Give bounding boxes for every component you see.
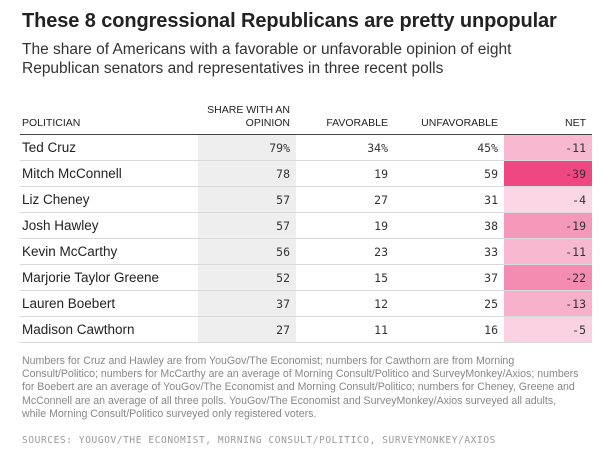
unfavorable-cell: 37 bbox=[394, 264, 504, 291]
politician-name-cell: Liz Cheney bbox=[20, 186, 198, 213]
favorability-table: POLITICIAN SHARE WITH AN OPINION FAVORAB… bbox=[20, 100, 592, 343]
unfavorable-cell: 33 bbox=[394, 238, 504, 265]
footnote: Numbers for Cruz and Hawley are from You… bbox=[22, 355, 579, 420]
net-cell: -11 bbox=[504, 134, 592, 161]
chart-title: These 8 congressional Republicans are pr… bbox=[22, 10, 557, 32]
table-row: Liz Cheney 57 27 31 -4 bbox=[20, 186, 592, 213]
favorable-cell: 19 bbox=[296, 212, 394, 239]
net-cell: -19 bbox=[504, 212, 592, 239]
net-cell: -4 bbox=[504, 186, 592, 213]
col-header-share: SHARE WITH AN OPINION bbox=[198, 100, 296, 135]
col-header-favorable: FAVORABLE bbox=[296, 100, 394, 135]
unfavorable-cell: 59 bbox=[394, 160, 504, 187]
net-cell: -39 bbox=[504, 160, 592, 187]
favorable-cell: 23 bbox=[296, 238, 394, 265]
share-with-opinion-cell: 52 bbox=[198, 264, 296, 291]
unfavorable-cell: 45% bbox=[394, 134, 504, 161]
share-with-opinion-cell: 79% bbox=[198, 134, 296, 161]
politician-name-cell: Lauren Boebert bbox=[20, 290, 198, 317]
politician-name-cell: Ted Cruz bbox=[20, 134, 198, 161]
share-with-opinion-cell: 56 bbox=[198, 238, 296, 265]
sources-line: SOURCES: YOUGOV/THE ECONOMIST, MORNING C… bbox=[22, 435, 496, 446]
share-with-opinion-cell: 27 bbox=[198, 316, 296, 343]
table-header-row: POLITICIAN SHARE WITH AN OPINION FAVORAB… bbox=[20, 100, 592, 135]
col-header-net: NET bbox=[504, 100, 592, 135]
politician-name-cell: Madison Cawthorn bbox=[20, 316, 198, 343]
politician-name-cell: Marjorie Taylor Greene bbox=[20, 264, 198, 291]
share-with-opinion-cell: 37 bbox=[198, 290, 296, 317]
table-row: Kevin McCarthy 56 23 33 -11 bbox=[20, 238, 592, 265]
favorable-cell: 12 bbox=[296, 290, 394, 317]
favorable-cell: 15 bbox=[296, 264, 394, 291]
col-header-unfavorable: UNFAVORABLE bbox=[394, 100, 504, 135]
table-row: Josh Hawley 57 19 38 -19 bbox=[20, 212, 592, 239]
unfavorable-cell: 31 bbox=[394, 186, 504, 213]
share-with-opinion-cell: 57 bbox=[198, 186, 296, 213]
favorable-cell: 27 bbox=[296, 186, 394, 213]
net-cell: -5 bbox=[504, 316, 592, 343]
table-row: Mitch McConnell 78 19 59 -39 bbox=[20, 160, 592, 187]
favorable-cell: 19 bbox=[296, 160, 394, 187]
unfavorable-cell: 25 bbox=[394, 290, 504, 317]
politician-name-cell: Josh Hawley bbox=[20, 212, 198, 239]
net-cell: -11 bbox=[504, 238, 592, 265]
table-row: Ted Cruz 79% 34% 45% -11 bbox=[20, 134, 592, 161]
share-with-opinion-cell: 78 bbox=[198, 160, 296, 187]
net-cell: -22 bbox=[504, 264, 592, 291]
share-with-opinion-cell: 57 bbox=[198, 212, 296, 239]
table-row: Marjorie Taylor Greene 52 15 37 -22 bbox=[20, 264, 592, 291]
favorable-cell: 11 bbox=[296, 316, 394, 343]
favorable-cell: 34% bbox=[296, 134, 394, 161]
unfavorable-cell: 38 bbox=[394, 212, 504, 239]
chart-subtitle: The share of Americans with a favorable … bbox=[22, 41, 512, 77]
politician-name-cell: Mitch McConnell bbox=[20, 160, 198, 187]
table-row: Madison Cawthorn 27 11 16 -5 bbox=[20, 316, 592, 343]
col-header-politician: POLITICIAN bbox=[20, 100, 198, 135]
unfavorable-cell: 16 bbox=[394, 316, 504, 343]
net-cell: -13 bbox=[504, 290, 592, 317]
politician-name-cell: Kevin McCarthy bbox=[20, 238, 198, 265]
table-row: Lauren Boebert 37 12 25 -13 bbox=[20, 290, 592, 317]
